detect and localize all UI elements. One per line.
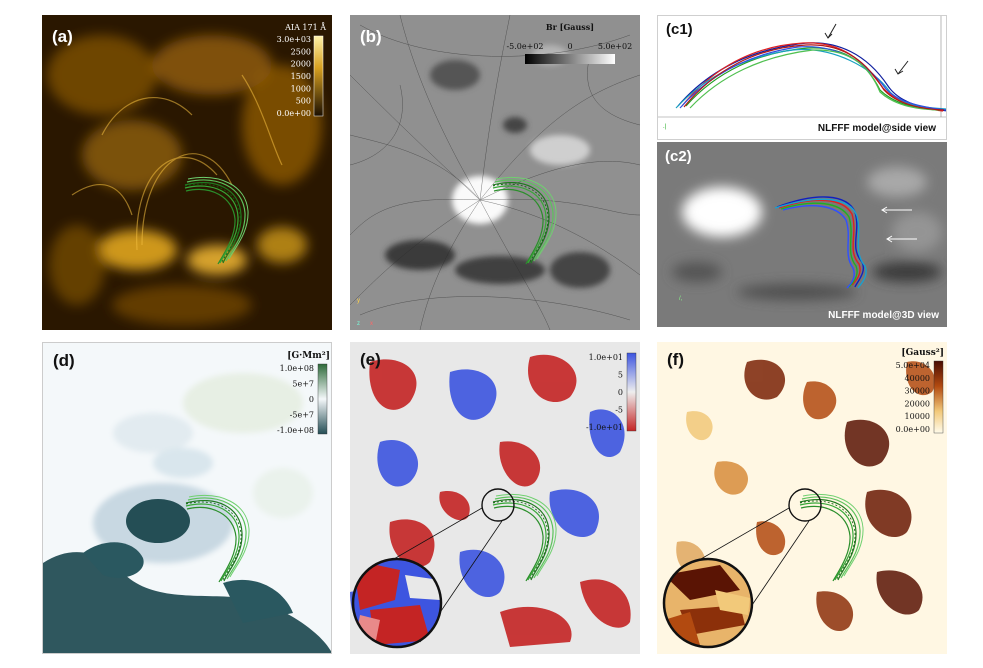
panel-f: (f) [Gauss²] 5.0e+04 40000 30000 20000 10000… bbox=[657, 342, 947, 654]
panel-a-image bbox=[42, 15, 332, 330]
colorbar-ticks: 1.0e+08 5e+7 0 -5e+7 -1.0e+08 bbox=[277, 364, 314, 435]
colorbar-tick-label: -5e+7 bbox=[290, 411, 314, 420]
panel-e-colorbar: 1.0e+01 5 0 -5 -1.0e+01 bbox=[586, 352, 637, 432]
panel-e-zoom-inset bbox=[351, 557, 443, 649]
f-structures bbox=[676, 359, 936, 632]
panel-c1-side-view: .| (c1) NLFFF model@side view bbox=[657, 15, 947, 140]
colorbar-ticks: 3.0e+03 2500 2000 1500 1000 500 0.0e+00 bbox=[277, 35, 311, 118]
panel-a-label: (a) bbox=[52, 27, 73, 46]
arrow-indicators bbox=[824, 23, 909, 75]
panel-a-colorbar: AIA 171 Å 3.0e+03 2500 2000 1500 1000 500 0.0e… bbox=[277, 23, 327, 118]
aia-coronal-loops bbox=[47, 35, 322, 325]
colorbar-tick-label: 3.0e+03 bbox=[277, 35, 311, 44]
colorbar-title: AIA 171 Å bbox=[284, 23, 326, 32]
colorbar-tick-label: 1.0e+08 bbox=[280, 364, 314, 373]
panel-f-label: (f) bbox=[667, 350, 684, 369]
colorbar-title: Br [Gauss] bbox=[546, 22, 594, 32]
colorbar-tick-label: 0.0e+00 bbox=[896, 425, 930, 434]
panel-e-image bbox=[350, 342, 640, 654]
panel-f-colorbar: [Gauss²] 5.0e+04 40000 30000 20000 10000 0.0e… bbox=[896, 348, 944, 434]
colorbar-tick-label: 1500 bbox=[291, 72, 311, 81]
colorbar-tick-label: 1000 bbox=[291, 84, 311, 93]
panel-c1-caption: NLFFF model@side view bbox=[817, 123, 936, 134]
panel-c1-label: (c1) bbox=[666, 21, 693, 38]
axis-marker: .| bbox=[663, 124, 667, 130]
panel-d-colorbar: [G·Mm²] 1.0e+08 5e+7 0 -5e+7 -1.0e+08 bbox=[277, 351, 330, 435]
panel-c2-image: /, bbox=[657, 142, 947, 327]
colorbar-tick-label: 500 bbox=[296, 97, 311, 106]
colorbar-title: [G·Mm²] bbox=[287, 351, 330, 361]
axis-y-label: y bbox=[357, 298, 360, 304]
panel-c2-label: (c2) bbox=[665, 148, 692, 165]
colorbar-tick-label: 2500 bbox=[291, 47, 311, 56]
colorbar-ticks: -5.0e+02 0 5.0e+02 bbox=[506, 42, 632, 51]
panel-b-label: (b) bbox=[360, 27, 382, 46]
colorbar-tick-label: 40000 bbox=[905, 374, 930, 383]
colorbar-tick-label: 5.0e+04 bbox=[896, 361, 930, 370]
panel-a-aia171: (a) AIA 171 Å 3.0e+03 2500 2000 1500 1000 500… bbox=[42, 15, 332, 330]
colorbar-tick-label: 10000 bbox=[905, 412, 930, 421]
colorbar-tick-label: 5e+7 bbox=[292, 380, 314, 389]
colorbar-tick-label: 30000 bbox=[905, 387, 930, 396]
e-structures bbox=[350, 354, 631, 647]
colorbar-ticks: 5.0e+04 40000 30000 20000 10000 0.0e+00 bbox=[896, 361, 930, 434]
panel-c1-image: .| bbox=[658, 16, 946, 130]
zoom-target-circle bbox=[481, 488, 515, 522]
panel-d: (d) [G·Mm²] 1.0e+08 5e+7 0 -5e+7 -1.0e+08 bbox=[42, 342, 332, 654]
panel-d-image bbox=[43, 343, 331, 653]
axis-z-label: z bbox=[357, 321, 360, 327]
field-lines-side bbox=[675, 42, 946, 112]
panel-b-br: y z x (b) Br [Gauss] -5.0e+02 0 5.0e+02 bbox=[350, 15, 640, 330]
panel-c2-caption: NLFFF model@3D view bbox=[828, 310, 939, 321]
colorbar-tick-label: -1.0e+08 bbox=[277, 426, 314, 435]
arrow-indicators bbox=[881, 206, 917, 243]
colorbar-tick-label: -5 bbox=[615, 406, 623, 415]
panel-d-label: (d) bbox=[53, 351, 75, 370]
colorbar-tick-label: 1.0e+01 bbox=[589, 353, 623, 362]
colorbar-tick-label: -1.0e+01 bbox=[586, 423, 623, 432]
panel-b-colorbar: Br [Gauss] -5.0e+02 0 5.0e+02 bbox=[506, 22, 632, 64]
colorbar-ticks: 1.0e+01 5 0 -5 -1.0e+01 bbox=[586, 353, 623, 432]
axis-x-label: x bbox=[370, 321, 373, 327]
colorbar-tick-label: 5.0e+02 bbox=[598, 42, 632, 51]
colorbar-tick-label: 0 bbox=[618, 388, 623, 397]
colorbar-tick-label: 2000 bbox=[291, 60, 311, 69]
panel-f-zoom-inset bbox=[662, 557, 754, 649]
axis-marker: /, bbox=[679, 296, 683, 302]
panel-e: (e) 1.0e+01 5 0 -5 -1.0e+01 bbox=[350, 342, 640, 654]
colorbar-tick-label: 0.0e+00 bbox=[277, 109, 311, 118]
colorbar-tick-label: 5 bbox=[618, 371, 623, 380]
zoom-target-circle bbox=[788, 488, 822, 522]
d-sunspot bbox=[126, 499, 190, 543]
colorbar-tick-label: 0 bbox=[567, 42, 572, 51]
panel-e-label: (e) bbox=[360, 350, 381, 369]
colorbar-title: [Gauss²] bbox=[901, 348, 944, 358]
colorbar-tick-label: 0 bbox=[309, 395, 314, 404]
colorbar-tick-label: 20000 bbox=[905, 399, 930, 408]
colorbar-tick-label: -5.0e+02 bbox=[506, 42, 543, 51]
panel-c2-3d-view: /, (c2) NLFFF model@3D view bbox=[657, 142, 947, 327]
field-lines-3d bbox=[774, 196, 867, 289]
